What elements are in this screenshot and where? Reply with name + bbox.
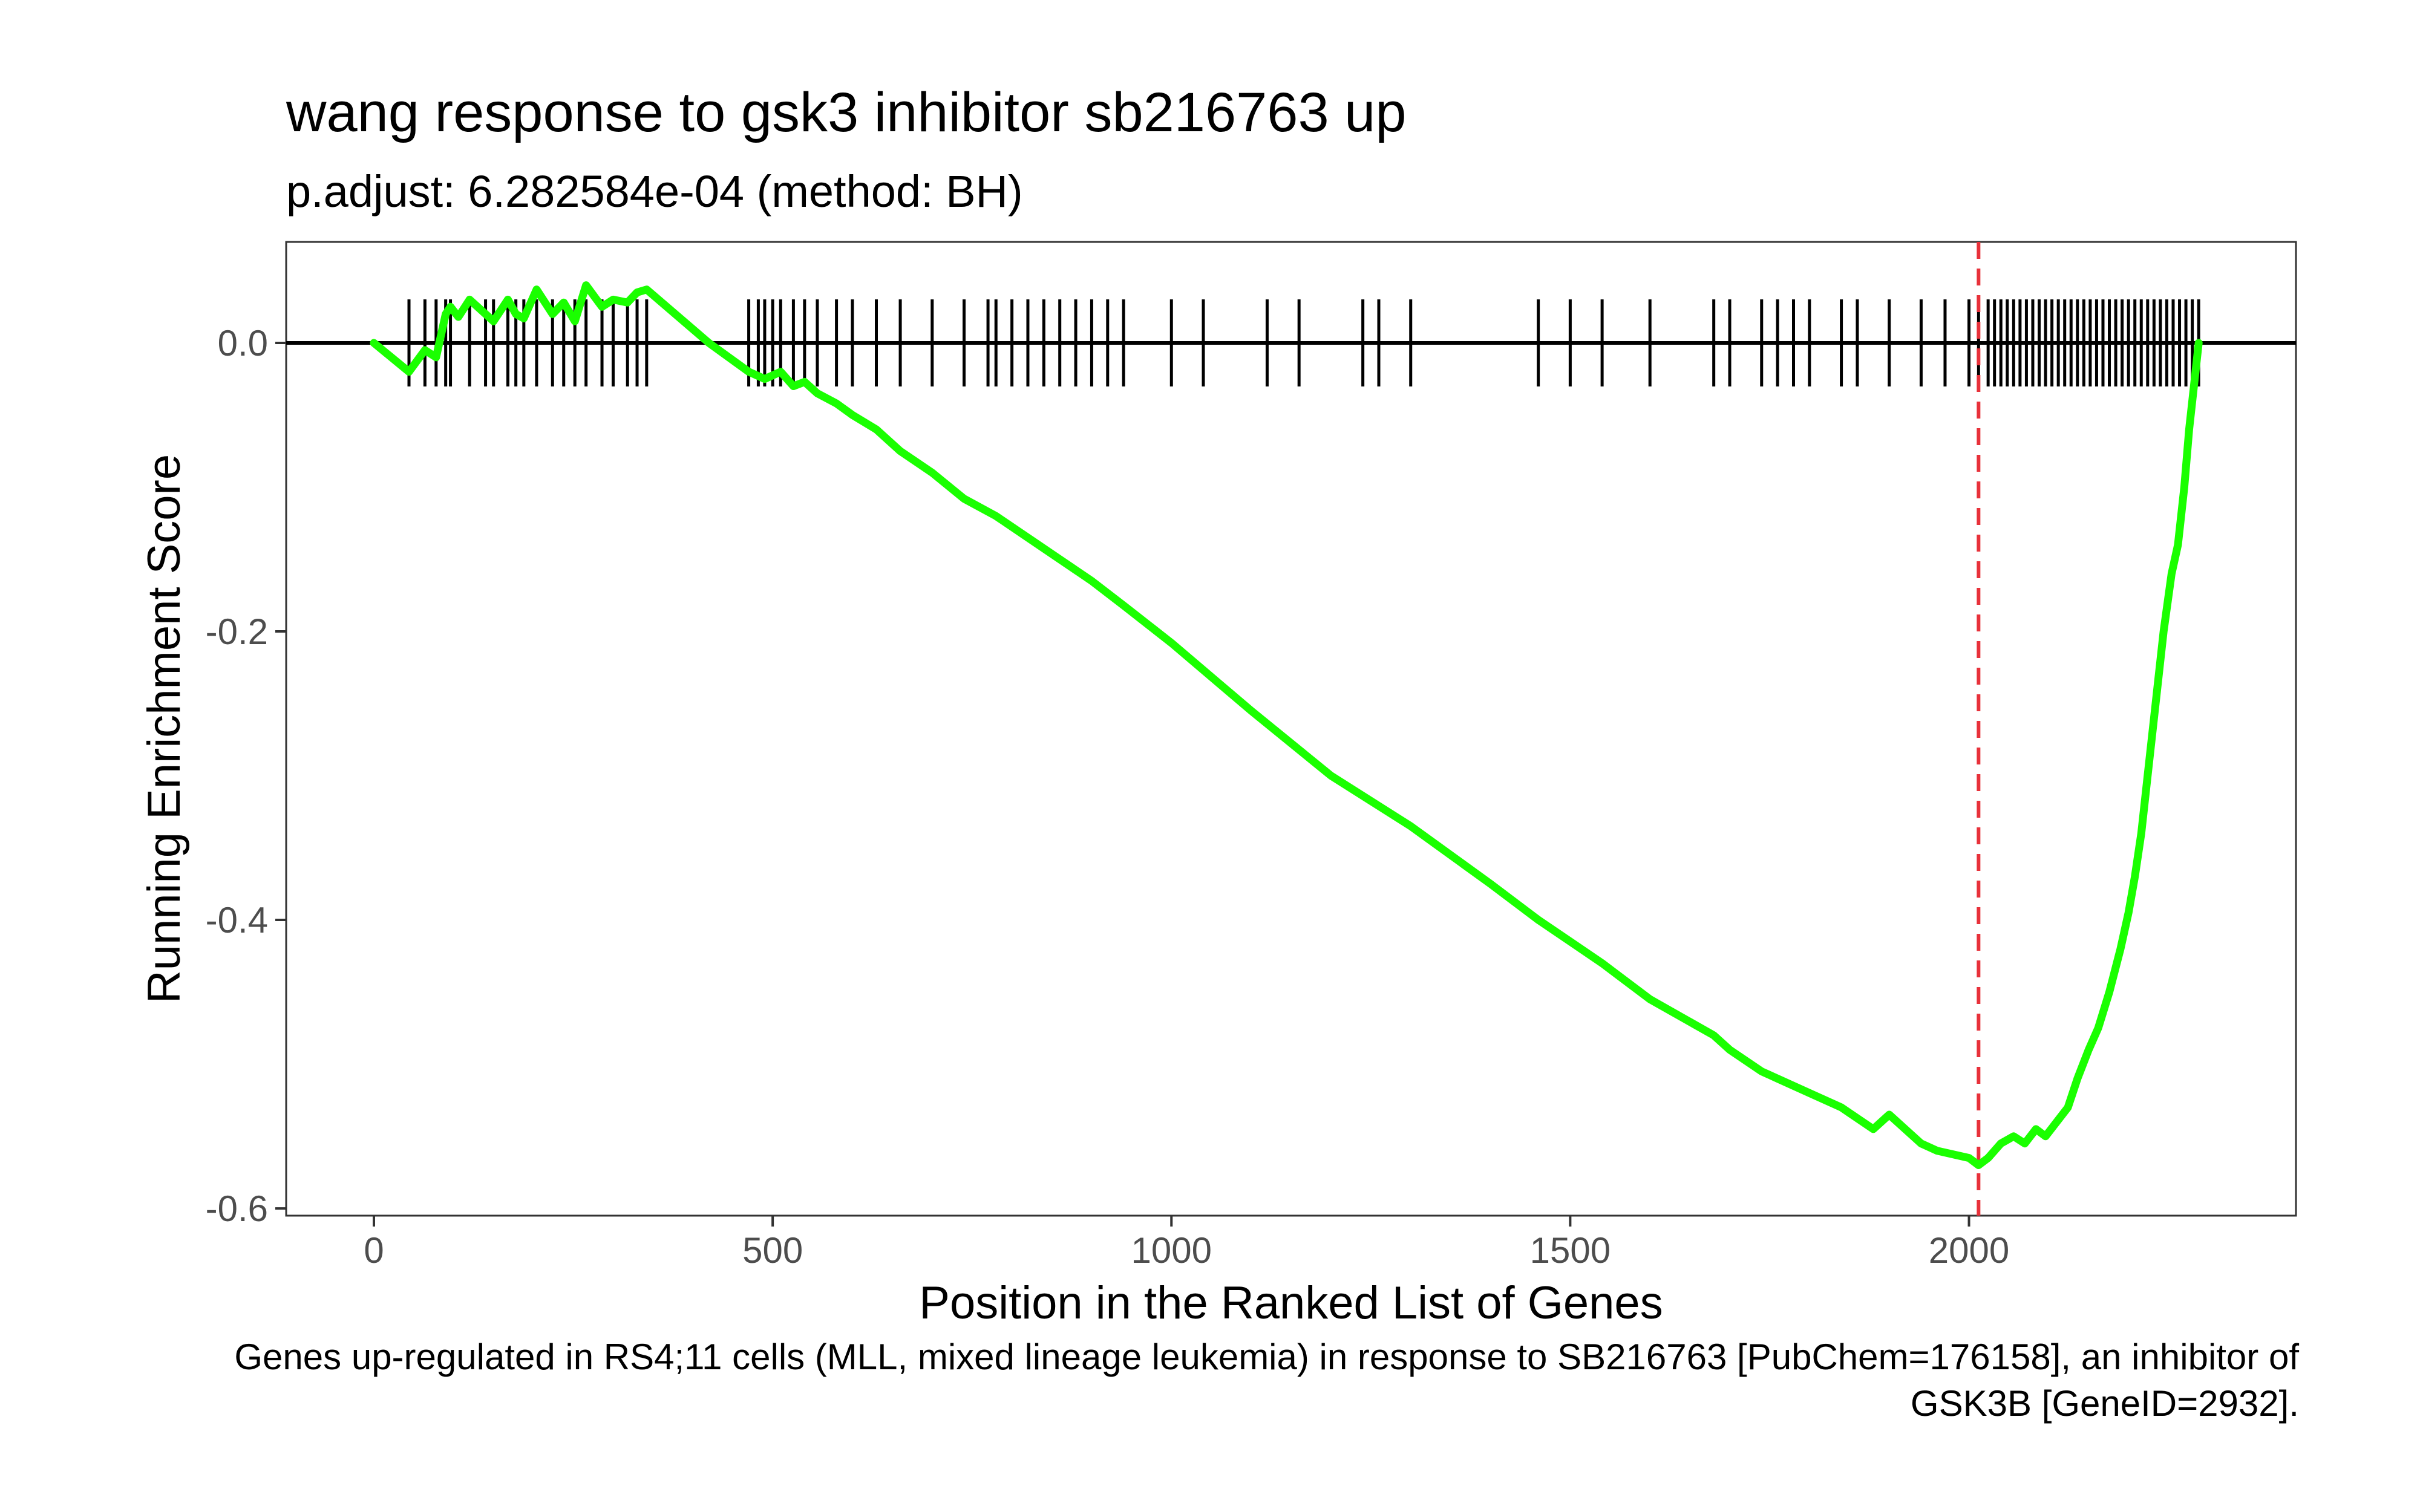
- plot-panel: [285, 241, 2297, 1217]
- x-tick-label: 1000: [1131, 1230, 1212, 1271]
- y-tick-label: -0.6: [206, 1188, 268, 1229]
- chart-title: wang response to gsk3 inhibitor sb216763…: [286, 82, 1407, 143]
- y-tick-label: 0.0: [218, 323, 268, 363]
- running-enrichment-line: [370, 281, 2203, 1169]
- y-tick-label: -0.2: [206, 611, 268, 652]
- x-axis-ticks: 0 500 1000 1500 2000: [364, 1216, 2009, 1271]
- y-tick-label: -0.4: [206, 900, 268, 940]
- x-tick-label: 0: [364, 1230, 384, 1271]
- x-axis-label: Position in the Ranked List of Genes: [919, 1277, 1663, 1329]
- chart-caption: Genes up-regulated in RS4;11 cells (MLL,…: [234, 1337, 2299, 1424]
- x-tick-label: 500: [742, 1230, 803, 1271]
- y-axis-label: Running Enrichment Score: [139, 454, 190, 1003]
- chart-subtitle: p.adjust: 6.282584e-04 (method: BH): [286, 166, 1023, 217]
- y-axis-ticks: 0.0 -0.2 -0.4 -0.6: [206, 323, 286, 1229]
- x-tick-label: 2000: [1929, 1230, 2009, 1271]
- x-tick-label: 1500: [1530, 1230, 1611, 1271]
